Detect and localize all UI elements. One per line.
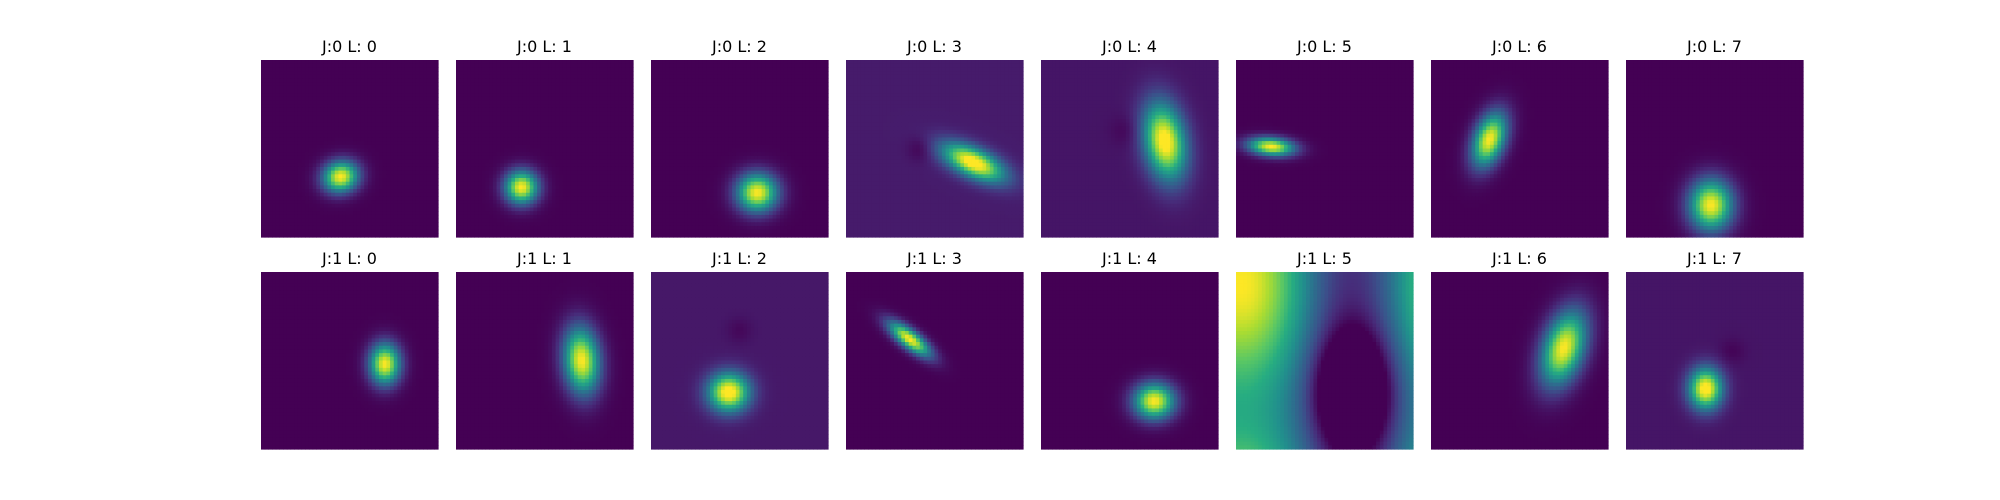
heatmap-image [1431, 60, 1609, 238]
heatmap-image [1431, 272, 1609, 450]
panel-j-0-l-5: J:0 L: 5 [1236, 37, 1414, 238]
heatmap-image [846, 272, 1024, 450]
heatmap-image [456, 60, 634, 238]
panel-j-1-l-4: J:1 L: 4 [1041, 249, 1219, 450]
panel-j-0-l-6: J:0 L: 6 [1431, 37, 1609, 238]
heatmap-image [1041, 60, 1219, 238]
heatmap-image [651, 272, 829, 450]
panel-title: J:0 L: 7 [1686, 37, 1742, 56]
panel-title: J:1 L: 6 [1491, 249, 1547, 268]
panel-j-1-l-5: J:1 L: 5 [1236, 249, 1414, 450]
panel-title: J:1 L: 1 [516, 249, 572, 268]
panel-title: J:1 L: 2 [711, 249, 767, 268]
panel-title: J:1 L: 7 [1686, 249, 1742, 268]
panel-title: J:0 L: 4 [1101, 37, 1157, 56]
panel-title: J:0 L: 6 [1491, 37, 1547, 56]
heatmap-image [456, 272, 634, 450]
heatmap-image [1626, 60, 1804, 238]
panel-j-0-l-0: J:0 L: 0 [261, 37, 439, 238]
panel-title: J:0 L: 1 [516, 37, 572, 56]
panel-title: J:0 L: 0 [321, 37, 377, 56]
heatmap-image [846, 60, 1024, 238]
panel-j-1-l-7: J:1 L: 7 [1626, 249, 1804, 450]
heatmap-image [261, 272, 439, 450]
panel-title: J:1 L: 4 [1101, 249, 1157, 268]
panel-title: J:0 L: 5 [1296, 37, 1352, 56]
panel-j-0-l-1: J:0 L: 1 [456, 37, 634, 238]
panel-title: J:1 L: 0 [321, 249, 377, 268]
panel-j-0-l-3: J:0 L: 3 [846, 37, 1024, 238]
heatmap-image [651, 60, 829, 238]
panel-j-0-l-7: J:0 L: 7 [1626, 37, 1804, 238]
heatmap-image [1236, 272, 1414, 450]
heatmap-image [1236, 60, 1414, 238]
panel-j-1-l-2: J:1 L: 2 [651, 249, 829, 450]
heatmap-image [1626, 272, 1804, 450]
panel-j-0-l-2: J:0 L: 2 [651, 37, 829, 238]
panel-j-1-l-6: J:1 L: 6 [1431, 249, 1609, 450]
panel-j-1-l-3: J:1 L: 3 [846, 249, 1024, 450]
panel-j-1-l-1: J:1 L: 1 [456, 249, 634, 450]
panel-title: J:1 L: 5 [1296, 249, 1352, 268]
panel-j-1-l-0: J:1 L: 0 [261, 249, 439, 450]
heatmap-image [261, 60, 439, 238]
panel-title: J:1 L: 3 [906, 249, 962, 268]
panel-j-0-l-4: J:0 L: 4 [1041, 37, 1219, 238]
panel-title: J:0 L: 3 [906, 37, 962, 56]
panel-title: J:0 L: 2 [711, 37, 767, 56]
heatmap-image [1041, 272, 1219, 450]
